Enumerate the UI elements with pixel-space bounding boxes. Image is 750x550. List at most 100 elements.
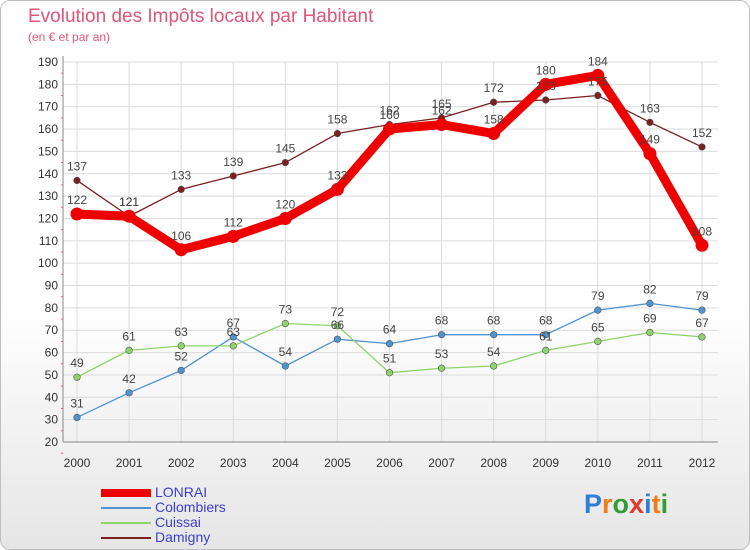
data-label: 120 — [275, 197, 295, 211]
data-label: 72 — [331, 305, 345, 319]
data-label: 54 — [279, 345, 293, 359]
data-point — [333, 129, 342, 138]
legend-swatch-damigny — [101, 536, 151, 539]
legend-swatch-cuissai — [101, 521, 151, 524]
data-point — [281, 362, 289, 370]
data-label: 160 — [379, 108, 399, 122]
legend-swatch-lonrai — [101, 488, 151, 497]
x-tick-label: 2012 — [689, 456, 716, 470]
data-label: 79 — [591, 289, 605, 303]
y-tick-label: 50 — [45, 368, 59, 382]
data-label: 158 — [327, 113, 347, 127]
logo-letter: t — [651, 489, 661, 519]
data-point — [542, 346, 550, 354]
x-tick-label: 2006 — [376, 456, 403, 470]
y-tick-label: 100 — [38, 256, 58, 270]
data-label: 53 — [435, 347, 449, 361]
data-point — [73, 176, 81, 185]
data-label: 67 — [695, 316, 709, 330]
y-tick-label: 120 — [38, 211, 58, 225]
data-label: 63 — [227, 325, 241, 339]
data-label: 152 — [692, 126, 712, 140]
y-tick-label: 170 — [38, 100, 58, 114]
x-tick-label: 2007 — [428, 456, 455, 470]
x-tick-label: 2005 — [324, 456, 351, 470]
logo-letter: i — [644, 489, 652, 519]
logo-letter: o — [612, 489, 630, 519]
data-point — [333, 322, 342, 330]
data-label: 139 — [223, 155, 243, 169]
axes: 20 30 40 50 60 70 80 90 100 110 120 130 140 150 160 170… — [38, 55, 718, 470]
data-point — [591, 68, 605, 82]
y-tick-label: 30 — [45, 413, 59, 427]
legend-label-lonrai: LONRAI — [155, 484, 208, 500]
legend-swatch-colombiers — [101, 506, 151, 509]
data-point — [281, 319, 289, 328]
logo-letter: i — [660, 489, 669, 519]
data-point — [385, 369, 394, 377]
data-point — [385, 340, 394, 348]
data-point — [125, 346, 133, 354]
chart-subtitle: (en € et par an) — [28, 30, 111, 44]
y-tick-label: 90 — [45, 279, 59, 293]
data-point — [125, 389, 133, 397]
data-label: 69 — [643, 311, 657, 325]
logo-letter: x — [629, 489, 645, 519]
x-tick-label: 2008 — [480, 456, 507, 470]
y-tick-label: 160 — [38, 122, 58, 136]
x-tick-label: 2004 — [272, 456, 299, 470]
data-label: 172 — [484, 81, 504, 95]
logo-letter: r — [602, 489, 613, 519]
data-label: 165 — [432, 97, 452, 111]
data-point — [646, 118, 654, 126]
y-tick-label: 70 — [45, 323, 59, 337]
chart-title: Evolution des Impôts locaux par Habitant — [28, 6, 374, 27]
data-label: 175 — [588, 75, 608, 89]
data-label: 31 — [70, 396, 84, 410]
data-label: 162 — [432, 104, 452, 118]
x-tick-label: 2000 — [64, 456, 91, 470]
x-tick-label: 2011 — [637, 456, 663, 470]
y-tick-label: 130 — [38, 189, 58, 203]
data-label: 42 — [122, 372, 136, 386]
data-label: 180 — [536, 63, 556, 77]
data-label: 66 — [331, 318, 345, 332]
data-label: 52 — [174, 349, 188, 363]
x-tick-label: 2010 — [584, 456, 611, 470]
data-point — [646, 328, 654, 337]
data-point — [490, 98, 498, 106]
data-point — [226, 229, 240, 243]
data-point — [229, 172, 237, 180]
data-label: 73 — [279, 303, 293, 317]
data-label: 158 — [484, 113, 504, 127]
x-tick-label: 2001 — [116, 456, 143, 470]
data-label: 67 — [227, 316, 241, 330]
data-label: 184 — [588, 54, 608, 68]
y-tick-label: 40 — [45, 390, 59, 404]
x-tick-label: 2009 — [532, 456, 559, 470]
data-point — [490, 362, 498, 370]
data-point — [594, 91, 602, 100]
data-point — [333, 335, 342, 343]
data-label: 121 — [119, 195, 139, 209]
data-point — [487, 127, 501, 141]
data-label: 51 — [383, 352, 397, 366]
data-label: 68 — [435, 314, 449, 328]
y-tick-label: 180 — [38, 77, 58, 91]
data-point — [278, 211, 292, 225]
data-point — [542, 96, 550, 104]
data-point — [281, 158, 289, 167]
legend-label-cuissai: Cuissai — [155, 514, 201, 530]
data-label: 149 — [640, 133, 660, 147]
data-point — [177, 185, 185, 194]
x-tick-label: 2002 — [168, 456, 195, 470]
x-tick-label: 2003 — [220, 456, 247, 470]
data-label: 54 — [487, 345, 501, 359]
y-tick-label: 80 — [45, 301, 59, 315]
y-tick-label: 20 — [45, 435, 59, 449]
y-tick-label: 150 — [38, 144, 58, 158]
data-label: 49 — [70, 356, 84, 370]
